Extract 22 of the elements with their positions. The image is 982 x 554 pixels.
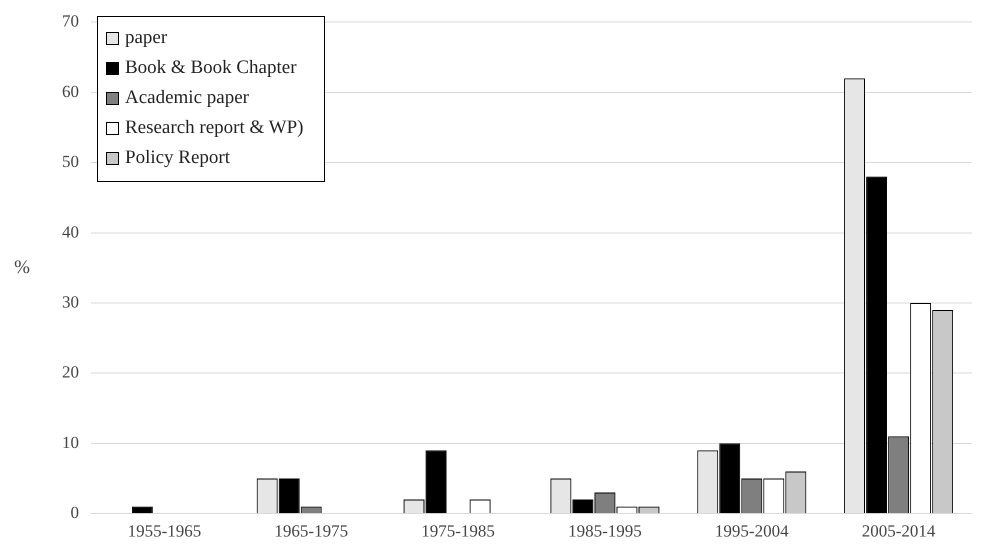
x-tick-label: 1965-1975 xyxy=(274,521,348,540)
y-axis-title: % xyxy=(14,256,30,278)
x-tick-label: 1985-1995 xyxy=(568,521,642,540)
bar xyxy=(426,450,447,514)
y-tick-label: 0 xyxy=(70,503,79,522)
y-tick-label: 60 xyxy=(62,82,79,101)
legend-label: Policy Report xyxy=(125,147,230,170)
x-tick-label: 1975-1985 xyxy=(421,521,495,540)
legend-label: paper xyxy=(125,27,168,50)
legend-label: Academic paper xyxy=(125,87,249,110)
bar xyxy=(132,506,153,514)
x-tick-label: 2005-2014 xyxy=(862,521,936,540)
y-tick-label: 30 xyxy=(62,292,79,312)
y-tick-label: 20 xyxy=(62,362,79,382)
y-tick-label: 40 xyxy=(62,222,79,242)
legend-label: Book & Book Chapter xyxy=(125,57,297,80)
x-tick-label: 1995-2004 xyxy=(714,521,790,540)
x-tick-label: 1955-1965 xyxy=(128,521,202,540)
legend-label: Research report & WP) xyxy=(125,117,304,140)
y-tick-label: 50 xyxy=(62,152,79,172)
y-tick-label: 10 xyxy=(62,432,79,452)
y-tick-label: 70 xyxy=(62,12,79,31)
